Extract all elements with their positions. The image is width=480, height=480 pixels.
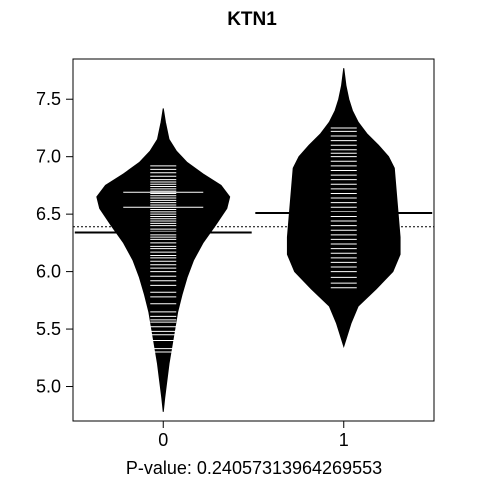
x-tick-label: 1 [339,430,349,450]
y-axis: 5.0 5.5 6.0 6.5 7.0 7.5 [36,89,74,397]
plot-area [73,68,434,412]
bean-shape-0 [96,108,231,412]
y-tick-label: 5.0 [36,377,61,397]
y-tick-label: 7.5 [36,89,61,109]
x-axis-label: P-value: 0.24057313964269553 [126,458,382,478]
y-tick-label: 7.0 [36,147,61,167]
chart-title: KTN1 [227,9,277,30]
y-tick-label: 5.5 [36,319,61,339]
x-tick-label: 0 [158,430,168,450]
y-tick-label: 6.0 [36,262,61,282]
y-tick-label: 6.5 [36,204,61,224]
